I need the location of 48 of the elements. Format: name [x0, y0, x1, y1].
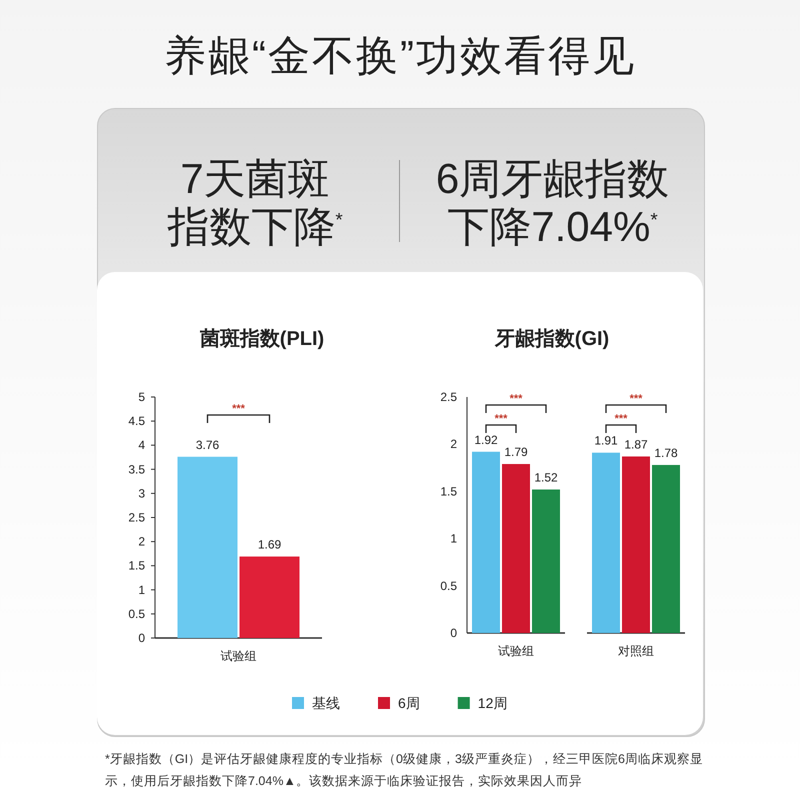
y-tick-label: 3: [138, 486, 146, 500]
y-tick-label: 0.5: [440, 578, 458, 593]
y-tick-label: 2.5: [128, 510, 146, 524]
legend-label: 基线: [312, 695, 340, 711]
x-tick-label: 试验组: [498, 644, 534, 658]
annotation: ***: [232, 403, 246, 415]
y-tick-label: 0: [138, 631, 146, 645]
bar: [502, 464, 530, 633]
y-tick-label: 3.5: [128, 462, 146, 476]
x-tick-label: 试验组: [220, 649, 256, 663]
text: *牙龈指数（GI）是评估牙龈健康程度的专业指标（0级健康，3级严重炎症），经三甲医院6周临床观察显示，使用后牙龈指数下降7.04%▲。该数据来源于临床验证报告，实际效果因人而异: [105, 751, 704, 790]
text: 7天菌斑指数下降$^{*}$: [166, 155, 344, 251]
data-label: 1.92: [474, 432, 498, 447]
bar: [472, 452, 500, 633]
annotation: ***: [494, 413, 508, 425]
annotation: ***: [614, 413, 628, 425]
data-label: 1.79: [504, 445, 528, 460]
y-tick-label: 1: [138, 582, 146, 597]
chart-title: 菌斑指数(PLI): [198, 327, 324, 350]
y-tick-label: 1.5: [440, 484, 458, 498]
x-tick-label: 对照组: [618, 644, 654, 658]
data-label: 1.91: [594, 434, 618, 448]
y-tick-label: 1.5: [128, 558, 146, 573]
text: 养龈“金不换”功效看得见: [163, 31, 637, 81]
bar: [622, 456, 650, 633]
data-label: 1.87: [624, 437, 648, 452]
legend-label: 12周: [478, 695, 508, 711]
y-tick-label: 2: [138, 534, 146, 549]
y-tick-label: 0: [450, 626, 458, 640]
y-tick-label: 1: [450, 532, 458, 546]
y-tick-label: 5: [138, 390, 146, 404]
data-label: 3.76: [196, 438, 220, 452]
annotation: ***: [510, 393, 524, 405]
legend-label: 6周: [398, 695, 420, 711]
annotation: ***: [630, 393, 644, 405]
bar: [532, 490, 560, 633]
chart-title: 牙龈指数(GI): [494, 328, 610, 350]
y-tick-label: 2: [450, 437, 458, 452]
y-tick-label: 2.5: [440, 390, 458, 404]
y-tick-label: 0.5: [128, 606, 146, 621]
text: 6周牙龈指数下降7.04%$^{*}$: [434, 155, 670, 251]
data-label: 1.69: [258, 538, 282, 552]
y-tick-label: 4: [138, 438, 146, 452]
data-label: 1.52: [534, 470, 558, 485]
data-label: 1.78: [654, 446, 678, 460]
y-tick-label: 4.5: [128, 414, 146, 428]
bar: [592, 452, 620, 633]
bar: [652, 464, 680, 633]
